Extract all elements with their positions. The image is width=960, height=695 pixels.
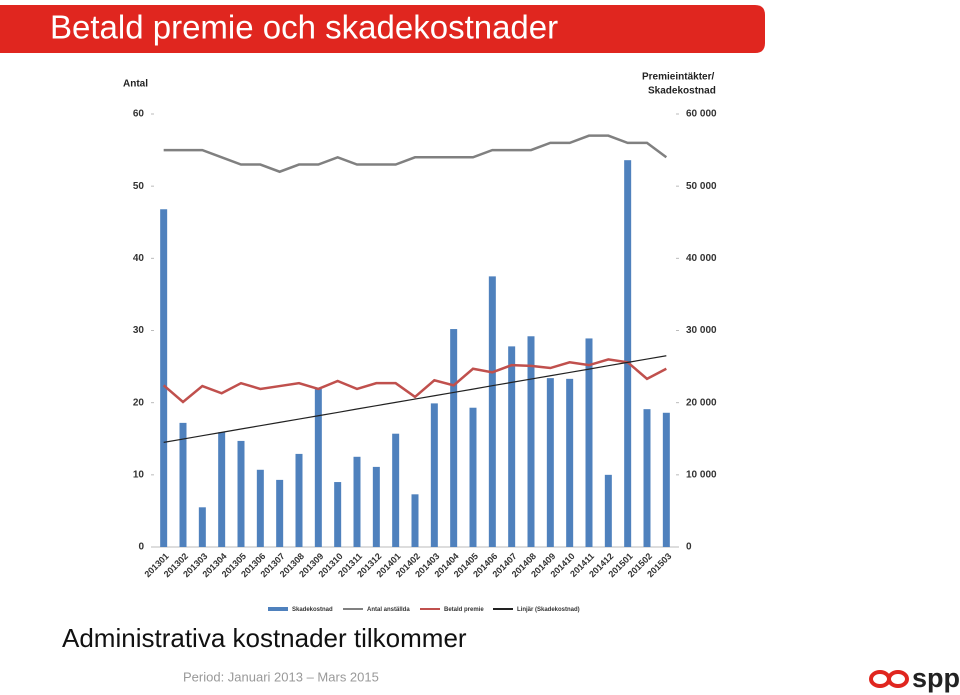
y2-axis-title: Premieintäkter/ <box>642 72 714 83</box>
bar <box>566 378 574 547</box>
legend-label: Betald premie <box>444 607 484 613</box>
y-tick-label: 40 <box>133 253 145 264</box>
bar <box>488 276 496 547</box>
y2-tick-label: 30 000 <box>686 325 717 336</box>
bar <box>218 432 226 547</box>
bar <box>353 456 361 547</box>
bar <box>392 433 400 547</box>
bar <box>546 378 554 547</box>
legend-label: Skadekostnad <box>292 607 333 613</box>
y-tick-label: 50 <box>133 181 145 192</box>
y2-axis-title: Skadekostnad <box>648 86 716 97</box>
y-tick-label: 20 <box>133 397 145 408</box>
bar <box>160 209 168 547</box>
bar <box>643 409 651 547</box>
bar <box>585 338 593 547</box>
y2-tick-label: 0 <box>686 542 692 553</box>
bar <box>334 482 342 547</box>
bar <box>411 494 419 547</box>
bar <box>198 507 206 547</box>
legend-swatch <box>268 607 288 611</box>
title-bar <box>0 5 765 53</box>
y2-tick-label: 60 000 <box>686 109 717 120</box>
y2-tick-label: 40 000 <box>686 253 717 264</box>
bar <box>450 329 458 547</box>
bar <box>469 407 477 547</box>
bar <box>662 412 670 547</box>
legend-label: Linjär (Skadekostnad) <box>517 607 580 613</box>
y2-tick-label: 50 000 <box>686 181 717 192</box>
bar <box>276 479 284 547</box>
bar <box>430 403 438 547</box>
bar <box>256 469 264 547</box>
bar <box>237 440 245 547</box>
bar <box>604 474 612 547</box>
legend-label: Antal anställda <box>367 607 410 613</box>
bar <box>295 453 303 547</box>
bar <box>372 466 380 547</box>
bar <box>179 422 187 547</box>
y-tick-label: 30 <box>133 325 145 336</box>
period: Period: Januari 2013 – Mars 2015 <box>183 669 379 684</box>
y-tick-label: 0 <box>138 542 144 553</box>
y2-tick-label: 10 000 <box>686 469 717 480</box>
bar <box>624 160 632 548</box>
bar <box>527 336 535 547</box>
line <box>163 134 668 174</box>
subtitle: Administrativa kostnader tilkommer <box>62 623 467 653</box>
bar <box>508 346 516 547</box>
y-tick-label: 10 <box>133 469 145 480</box>
y-tick-label: 60 <box>133 109 145 120</box>
slide-title: Betald premie och skadekostnader <box>50 9 558 46</box>
y-axis-title: Antal <box>123 79 148 90</box>
line <box>163 355 667 443</box>
line <box>162 358 667 404</box>
bar <box>314 388 322 547</box>
y2-tick-label: 20 000 <box>686 397 717 408</box>
logo-mark <box>869 670 909 688</box>
logo: spp <box>912 663 960 693</box>
